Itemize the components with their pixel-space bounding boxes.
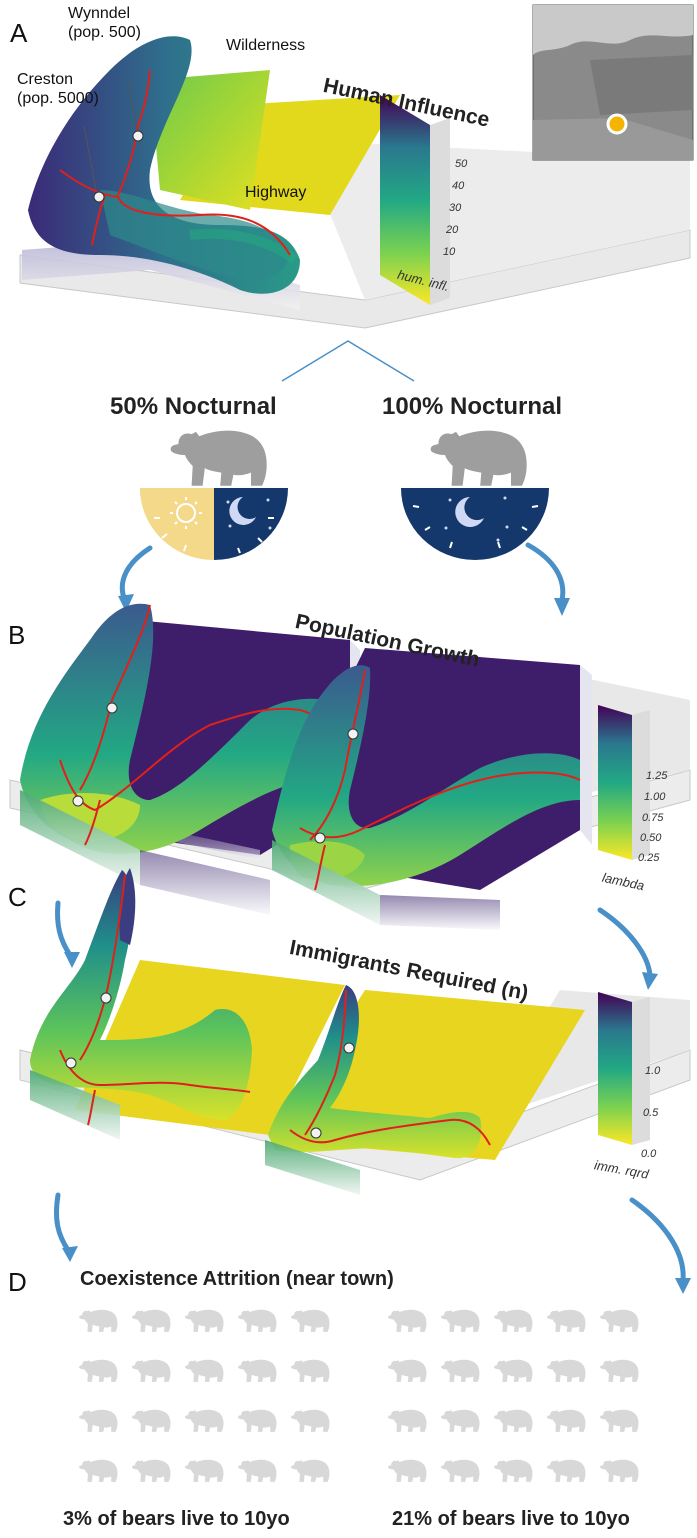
- flow-arrow-heads: [62, 594, 691, 1294]
- bear-icon-grid: [547, 1459, 586, 1482]
- bear-icon-grid: [600, 1309, 639, 1332]
- flow-arrows: [53, 542, 686, 1283]
- panel-letter-d: D: [8, 1267, 27, 1297]
- bear-icon-grid: [547, 1309, 586, 1332]
- legend-a-tick-3: 20: [446, 224, 459, 236]
- moon-icon-full: [412, 496, 539, 549]
- bear-icon-grid: [238, 1359, 277, 1382]
- bear-icon-100-nocturnal: [430, 430, 527, 486]
- arrow-to-d-left: [53, 1192, 71, 1253]
- bear-icon-grid: [132, 1309, 171, 1332]
- legend-b-tick-3: 0.50: [640, 832, 662, 844]
- bear-icon-grid: [132, 1409, 171, 1432]
- arrow-to-b-left: [119, 545, 153, 601]
- bear-icon-grid: [79, 1409, 118, 1432]
- legend-a-tick-1: 40: [452, 180, 465, 192]
- bear-icon-grid: [291, 1309, 330, 1332]
- bear-icon-grid: [441, 1409, 480, 1432]
- label-wilderness: Wilderness: [226, 37, 306, 54]
- bear-icon-grid: [388, 1359, 427, 1382]
- bear-icon-grid: [238, 1459, 277, 1482]
- bear-icon-grid: [132, 1459, 171, 1482]
- caption-right: 21% of bears live to 10yo: [392, 1508, 630, 1530]
- bear-icon-grid: [494, 1309, 533, 1332]
- caption-left: 3% of bears live to 10yo: [63, 1508, 290, 1530]
- legend-c-tick-2: 0.0: [641, 1148, 657, 1160]
- population-growth-terrain: [9, 603, 691, 930]
- bear-icon-grid: [291, 1459, 330, 1482]
- bear-icon-grid: [441, 1359, 480, 1382]
- bear-icon-grid: [79, 1459, 118, 1482]
- bear-icon-grid: [441, 1309, 480, 1332]
- label-wynndel: Wynndel (pop. 500): [68, 4, 141, 42]
- bear-icon-grid: [600, 1359, 639, 1382]
- bear-icon-grid: [185, 1359, 224, 1382]
- bear-icon-grid: [388, 1409, 427, 1432]
- bear-icon-grid: [132, 1359, 171, 1382]
- bear-icon-grid: [185, 1459, 224, 1482]
- legend-b-tick-0: 1.25: [646, 770, 668, 782]
- label-wynndel-pop: (pop. 500): [68, 24, 141, 41]
- label-creston-pop: (pop. 5000): [17, 90, 99, 107]
- arrow-to-c-right: [597, 907, 653, 978]
- legend-b-tick-4: 0.25: [638, 852, 660, 864]
- legend-b-tick-2: 0.75: [642, 812, 664, 824]
- panel-letter-c: C: [8, 882, 27, 912]
- connector-lines: [281, 340, 415, 382]
- bear-icon-grid: [79, 1309, 118, 1332]
- legend-b: [598, 705, 650, 860]
- bear-icon-grid: [494, 1359, 533, 1382]
- label-creston-name: Creston: [17, 71, 74, 88]
- legend-c-tick-1: 0.5: [643, 1107, 659, 1119]
- label-creston: Creston (pop. 5000): [17, 70, 99, 108]
- bear-icon-grid: [494, 1409, 533, 1432]
- legend-a-tick-2: 30: [449, 202, 462, 214]
- inset-map: [532, 4, 694, 161]
- arrow-to-d-right: [629, 1197, 686, 1283]
- bear-icon-grid: [238, 1309, 277, 1332]
- immigrants-required-terrain: [19, 868, 691, 1195]
- bear-icon-grid: [494, 1459, 533, 1482]
- panel-letter-b: B: [8, 620, 26, 650]
- bear-icon-grid: [185, 1309, 224, 1332]
- sun-icon: [154, 497, 202, 552]
- bear-grid-100-nocturnal: [388, 1309, 639, 1482]
- bear-icon-50-nocturnal: [170, 430, 267, 486]
- bear-icon-grid: [600, 1459, 639, 1482]
- bear-icon-grid: [185, 1409, 224, 1432]
- bear-icon-grid: [291, 1409, 330, 1432]
- mode-title-100: 100% Nocturnal: [382, 393, 563, 420]
- bear-icon-grid: [388, 1309, 427, 1332]
- bear-icon-grid: [238, 1409, 277, 1432]
- legend-c-tick-0: 1.0: [645, 1065, 661, 1077]
- legend-a-tick-0: 50: [455, 158, 468, 170]
- legend-c: [598, 992, 650, 1145]
- bear-icon-grid: [547, 1409, 586, 1432]
- bear-icon-grid: [79, 1359, 118, 1382]
- bear-icon-grid: [600, 1409, 639, 1432]
- legend-a: [380, 95, 450, 305]
- bear-icon-grid: [291, 1359, 330, 1382]
- bear-grid-50-nocturnal: [79, 1309, 330, 1482]
- day-night-half-dial: [140, 488, 288, 560]
- arrow-to-b-right: [525, 542, 566, 603]
- label-highway: Highway: [245, 184, 307, 201]
- bear-icon-grid: [388, 1459, 427, 1482]
- night-full-dial: [401, 488, 549, 560]
- legend-a-tick-4: 10: [443, 246, 456, 258]
- legend-b-tick-1: 1.00: [644, 791, 666, 803]
- label-wynndel-name: Wynndel: [68, 5, 131, 22]
- bear-icon-grid: [441, 1459, 480, 1482]
- panel-letter-a: A: [10, 18, 28, 48]
- moon-icon: [226, 497, 274, 554]
- arrow-to-c-left: [55, 900, 73, 958]
- bear-icon-grid: [547, 1359, 586, 1382]
- mode-title-50: 50% Nocturnal: [110, 393, 277, 420]
- panel-d-title: Coexistence Attrition (near town): [80, 1268, 394, 1290]
